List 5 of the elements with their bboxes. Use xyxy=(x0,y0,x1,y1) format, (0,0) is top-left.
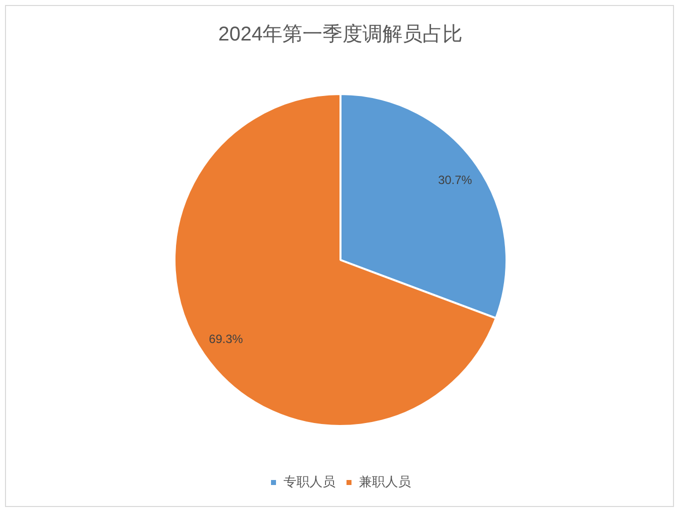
chart-title: 2024年第一季度调解员占比 xyxy=(218,24,463,46)
data-label: 30.7% xyxy=(438,172,472,187)
legend-label: 兼职人员 xyxy=(359,474,411,490)
legend-label: 专职人员 xyxy=(284,474,336,490)
data-label: 69.3% xyxy=(208,332,244,346)
